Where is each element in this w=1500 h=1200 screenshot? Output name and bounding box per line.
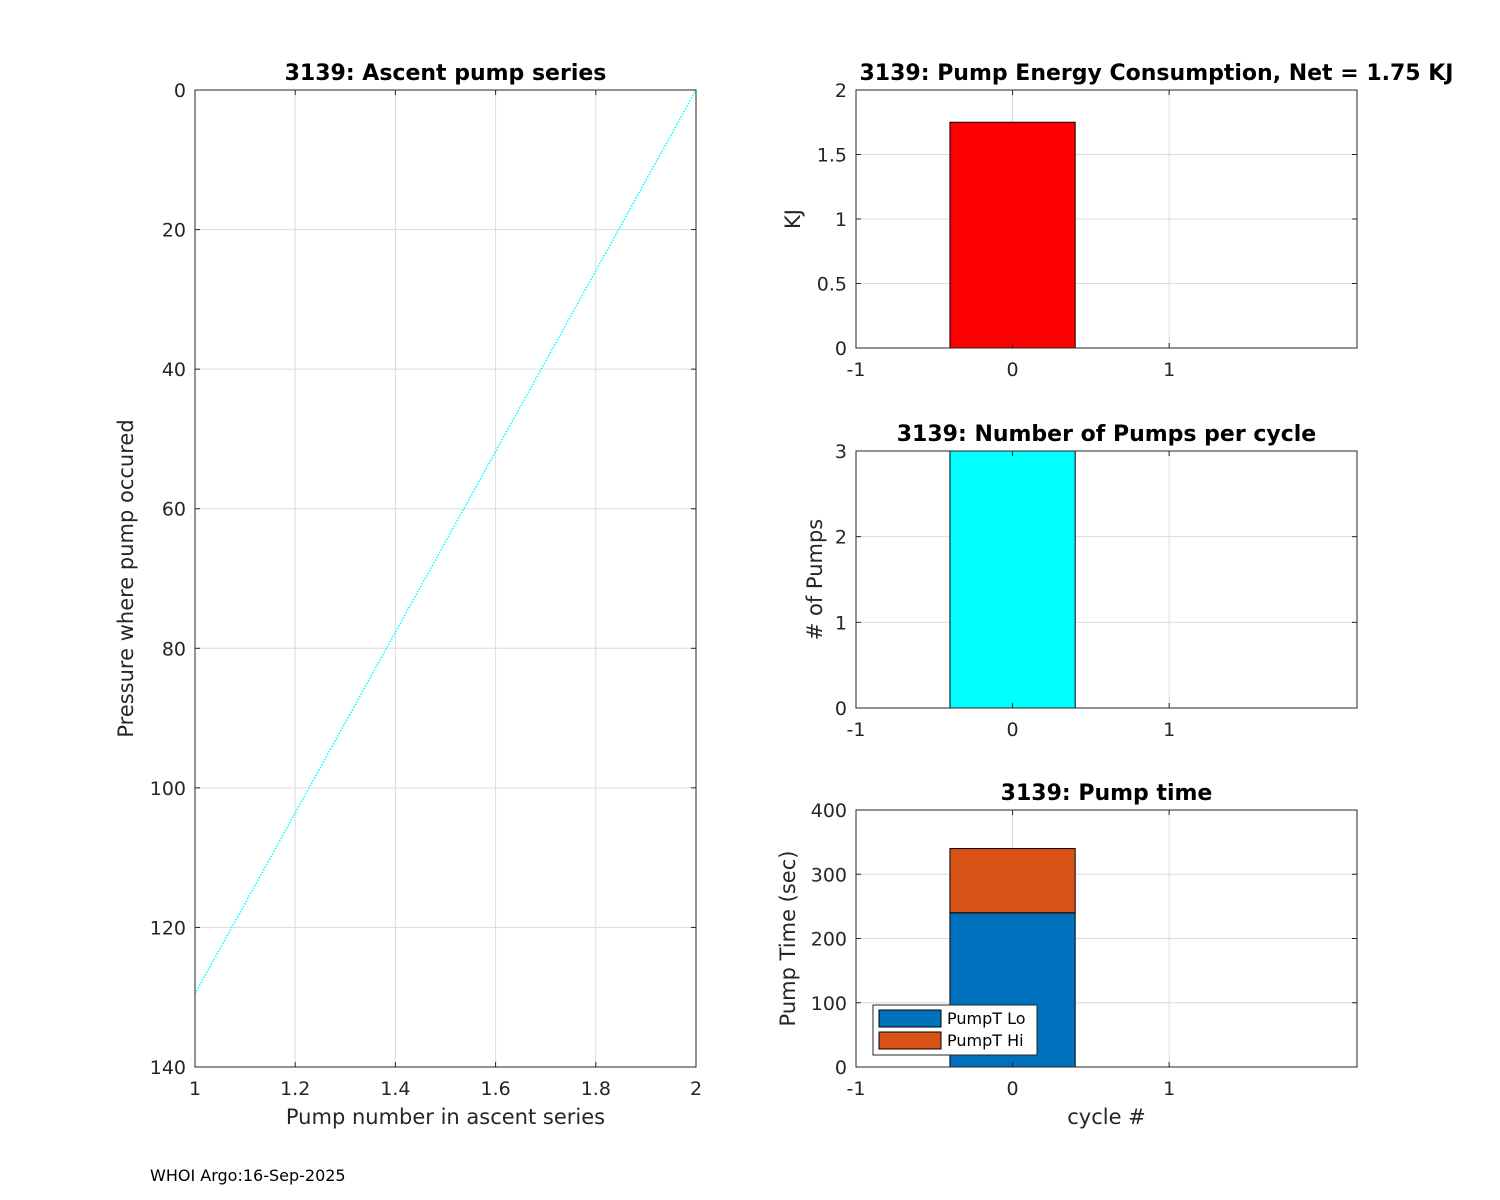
legend-label: PumpT Lo [947,1009,1026,1028]
axes-box [855,450,1358,709]
x-tick-label: 1 [1163,719,1175,741]
y-tick-label: 2 [835,527,847,549]
legend: PumpT Lo PumpT Hi [872,1004,1038,1056]
x-axis-label: cycle # [1067,1105,1146,1129]
y-tick-label: 300 [811,864,847,886]
legend-swatch [878,1031,942,1050]
x-tick-label: 2 [690,1078,702,1100]
y-axis-label: # of Pumps [803,519,827,641]
y-tick-label: 0 [835,1057,847,1079]
y-tick-label: 0 [835,338,847,360]
y-tick-label: 1 [835,612,847,634]
legend-label: PumpT Hi [947,1031,1024,1050]
chart-title: 3139: Ascent pump series [285,61,607,86]
y-tick-label: 0.5 [817,274,847,296]
y-tick-label: 60 [162,499,186,521]
bar-pumpt-hi [949,848,1076,914]
x-tick-label: -1 [847,719,866,741]
y-tick-label: 140 [150,1057,186,1079]
y-tick-label: 0 [174,80,186,102]
y-tick-label: 120 [150,917,186,939]
x-tick-label: 1.2 [280,1078,310,1100]
y-tick-label: 40 [162,359,186,381]
series-line-0 [194,89,697,995]
x-axis-label: Pump number in ascent series [286,1105,605,1129]
x-tick-label: 1 [1163,359,1175,381]
y-tick-label: 3 [835,441,847,463]
y-tick-label: 100 [811,993,847,1015]
y-tick-label: 80 [162,638,186,660]
x-tick-label: 1 [189,1078,201,1100]
x-tick-label: 1.6 [480,1078,510,1100]
y-axis-label: Pressure where pump occured [114,419,138,737]
x-tick-label: 1.4 [380,1078,410,1100]
y-tick-label: 20 [162,220,186,242]
chart-title: 3139: Pump time [1001,781,1213,806]
chart-title: 3139: Pump Energy Consumption, Net = 1.7… [860,61,1454,86]
y-axis-label: Pump Time (sec) [776,851,800,1027]
legend-swatch [878,1009,942,1028]
plot-area [195,90,696,1067]
y-tick-label: 200 [811,929,847,951]
y-tick-label: 0 [835,698,847,720]
x-tick-label: 0 [1007,719,1019,741]
y-tick-label: 2 [835,80,847,102]
x-tick-label: 1.8 [581,1078,611,1100]
y-tick-label: 1 [835,209,847,231]
y-axis-label: KJ [781,209,805,229]
footer-label: WHOI Argo:16-Sep-2025 [150,1166,346,1185]
x-tick-label: 0 [1007,359,1019,381]
y-tick-label: 100 [150,778,186,800]
bar-pumps [949,450,1076,709]
axes-box [194,89,697,1068]
x-tick-label: 1 [1163,1078,1175,1100]
bar-energy [949,121,1076,349]
y-tick-label: 400 [811,800,847,822]
x-tick-label: -1 [847,1078,866,1100]
x-tick-label: -1 [847,359,866,381]
x-tick-label: 0 [1007,1078,1019,1100]
chart-title: 3139: Number of Pumps per cycle [897,422,1316,447]
plot-area [856,451,1357,708]
y-tick-label: 1.5 [817,145,847,167]
